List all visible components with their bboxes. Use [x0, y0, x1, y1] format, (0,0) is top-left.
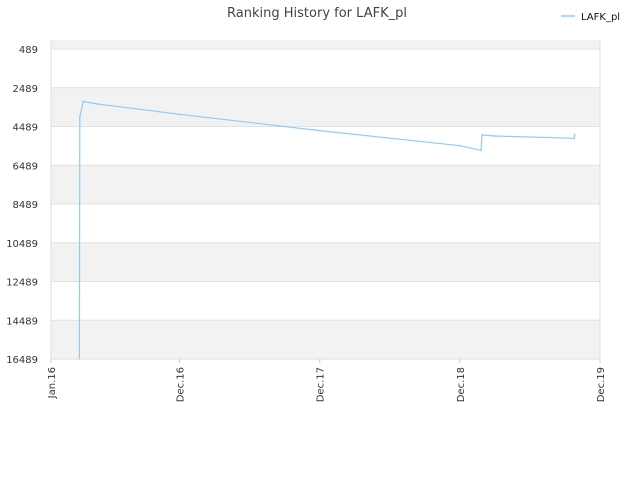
- series-point: [96, 103, 99, 105]
- series-layer: [78, 100, 576, 360]
- axes: 489 2489 4489 6489 8489 10489 12489 14489 16489 J…: [6, 40, 607, 402]
- y-tick-label: 6489: [13, 161, 38, 172]
- series-point: [480, 149, 482, 152]
- plot-background-bands: [51, 40, 600, 359]
- series-point: [318, 129, 321, 132]
- y-tick-label: 489: [19, 45, 38, 56]
- legend-label-lafk-pl: LAFK_pl: [581, 12, 620, 23]
- series-point: [82, 100, 85, 103]
- y-tick-label: 4489: [13, 123, 38, 134]
- plot-band: [51, 320, 600, 359]
- series-point: [493, 135, 496, 137]
- y-tick-label: 10489: [6, 239, 38, 250]
- x-tick-label: Dec.19: [596, 367, 607, 402]
- y-tick-label: 14489: [6, 316, 38, 327]
- series-point: [178, 113, 181, 116]
- plot-band: [51, 87, 600, 127]
- series-point: [458, 144, 461, 147]
- x-tick-label: Dec.16: [176, 367, 187, 402]
- series-point: [481, 134, 484, 136]
- chart-title: Ranking History for LAFK_pl: [227, 6, 407, 21]
- series-point: [573, 133, 576, 136]
- series-point: [573, 137, 576, 140]
- y-tick-label: 12489: [6, 278, 38, 289]
- series-point: [78, 116, 81, 118]
- plot-band: [51, 165, 600, 204]
- y-tick-label: 8489: [13, 200, 38, 211]
- series-line-lafk-pl: [78, 100, 576, 360]
- y-tick-label: 16489: [6, 355, 38, 366]
- legend: LAFK_pl: [561, 12, 620, 23]
- y-tick-label: 2489: [13, 84, 38, 95]
- x-tick-label: Jan.16: [47, 367, 58, 399]
- plot-band: [51, 242, 600, 282]
- x-tick-label: Dec.17: [316, 367, 327, 402]
- x-tick-label: Dec.18: [456, 367, 467, 402]
- plot-band: [51, 40, 600, 49]
